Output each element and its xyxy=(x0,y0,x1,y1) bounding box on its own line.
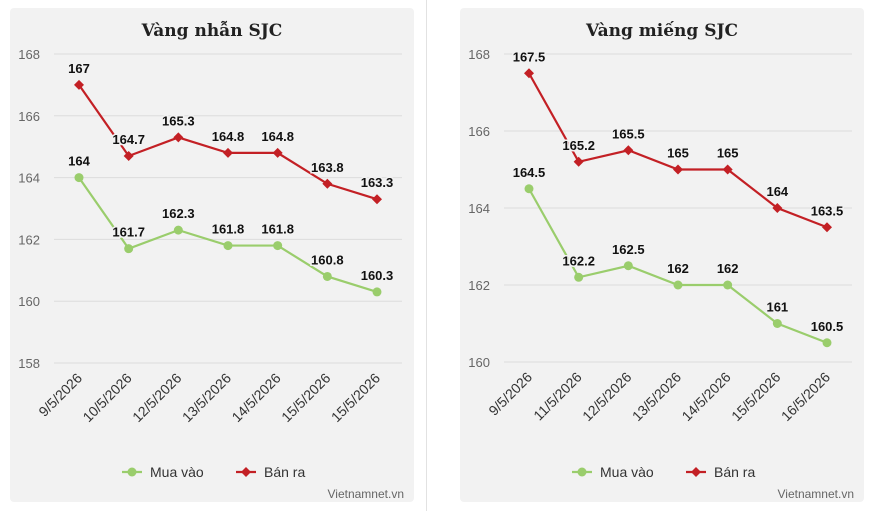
data-point xyxy=(74,79,84,90)
legend-marker xyxy=(241,467,251,477)
data-point xyxy=(322,178,333,189)
legend-marker xyxy=(691,467,701,477)
data-label: 164 xyxy=(68,154,90,169)
x-tick-label: 9/5/2026 xyxy=(35,370,85,420)
data-label: 160.3 xyxy=(361,268,394,283)
y-tick-label: 168 xyxy=(18,47,40,62)
x-tick-label: 13/5/2026 xyxy=(629,369,685,425)
data-label: 163.8 xyxy=(311,160,344,175)
data-point xyxy=(74,173,84,183)
legend-marker xyxy=(577,467,587,477)
data-label: 162 xyxy=(717,261,739,276)
data-point xyxy=(723,280,733,290)
data-label: 162.2 xyxy=(562,253,595,268)
x-tick-label: 16/5/2026 xyxy=(778,369,834,425)
data-label: 162 xyxy=(667,261,689,276)
x-tick-label: 11/5/2026 xyxy=(530,369,585,424)
data-point xyxy=(722,164,733,175)
data-point xyxy=(623,145,634,156)
y-tick-label: 162 xyxy=(18,232,40,247)
data-label: 161.8 xyxy=(261,222,294,237)
source-credit: Vietnamnet.vn xyxy=(778,487,855,501)
data-label: 160.5 xyxy=(811,319,844,334)
legend-label: Bán ra xyxy=(714,464,755,480)
legend-label: Mua vào xyxy=(150,464,204,480)
data-label: 162.5 xyxy=(612,242,645,257)
panel-divider xyxy=(426,0,427,511)
x-tick-label: 14/5/2026 xyxy=(678,369,734,425)
data-label: 164.7 xyxy=(112,132,145,147)
y-tick-label: 164 xyxy=(18,171,40,186)
y-tick-label: 166 xyxy=(18,109,40,124)
x-tick-label: 15/5/2026 xyxy=(278,370,334,426)
x-tick-label: 10/5/2026 xyxy=(79,370,135,426)
chart-title: Vàng nhẫn SJC xyxy=(141,21,283,41)
data-point xyxy=(574,272,584,282)
y-tick-label: 168 xyxy=(468,47,490,62)
data-point xyxy=(573,156,584,167)
x-tick-label: 13/5/2026 xyxy=(179,370,235,426)
data-label: 165.2 xyxy=(562,138,595,153)
y-tick-label: 162 xyxy=(468,278,490,293)
data-point xyxy=(372,194,382,205)
data-point xyxy=(822,222,832,233)
x-tick-label: 15/5/2026 xyxy=(728,369,784,425)
data-point xyxy=(173,225,183,235)
data-point xyxy=(524,68,534,79)
data-point xyxy=(772,319,782,328)
chart-vang-nhan: Vàng nhẫn SJC1581601621641661689/5/20261… xyxy=(18,21,405,501)
y-tick-label: 160 xyxy=(468,355,490,370)
data-label: 167 xyxy=(68,61,90,76)
y-tick-label: 158 xyxy=(18,356,40,371)
data-point xyxy=(223,241,233,251)
data-point xyxy=(124,244,134,254)
x-tick-label: 12/5/2026 xyxy=(579,369,635,425)
y-tick-label: 164 xyxy=(468,201,490,216)
data-label: 164.5 xyxy=(513,165,546,180)
data-point xyxy=(372,287,382,297)
x-tick-label: 14/5/2026 xyxy=(228,370,284,426)
data-label: 163.3 xyxy=(361,175,394,190)
data-point xyxy=(772,203,783,213)
data-label: 165.3 xyxy=(162,113,195,128)
legend-label: Bán ra xyxy=(264,464,305,480)
data-label: 164.8 xyxy=(261,129,294,144)
data-point xyxy=(173,132,184,143)
data-point xyxy=(822,338,832,348)
data-label: 165 xyxy=(667,146,689,161)
chart-vang-mieng: Vàng miếng SJC 160 162 164 166 168 9/5/202611/… xyxy=(468,21,855,501)
data-label: 167.5 xyxy=(513,49,546,64)
data-point xyxy=(322,271,332,281)
data-label: 164.8 xyxy=(212,129,245,144)
legend-marker xyxy=(127,467,137,477)
data-label: 162.3 xyxy=(162,206,195,221)
data-point xyxy=(623,261,633,271)
data-point xyxy=(272,147,283,158)
data-label: 165 xyxy=(717,146,739,161)
chart-title: Vàng miếng SJC xyxy=(585,21,738,41)
data-label: 161 xyxy=(766,300,788,315)
chart-panel-vang-nhan: Vàng nhẫn SJC 158 160 162 164 166 168 9/5/2026 1… xyxy=(10,8,414,502)
chart-panel-vang-mieng: Vàng miếng SJC 160 162 164 166 168 9/5/2026 11/… xyxy=(460,8,864,502)
data-label: 161.8 xyxy=(212,222,245,237)
x-tick-label: 9/5/2026 xyxy=(485,369,535,419)
data-point xyxy=(524,184,534,194)
y-tick-label: 166 xyxy=(468,124,490,139)
y-tick-label: 160 xyxy=(18,294,40,309)
x-tick-label: 12/5/2026 xyxy=(129,370,185,426)
x-tick-label: 15/5/2026 xyxy=(328,370,384,426)
data-point xyxy=(673,164,683,175)
data-label: 163.5 xyxy=(811,203,844,218)
data-label: 161.7 xyxy=(112,225,145,240)
data-point xyxy=(273,241,283,251)
source-credit: Vietnamnet.vn xyxy=(328,487,405,501)
data-point xyxy=(673,280,683,290)
data-point xyxy=(123,150,134,161)
data-label: 165.5 xyxy=(612,126,645,141)
data-label: 160.8 xyxy=(311,252,344,267)
legend-label: Mua vào xyxy=(600,464,654,480)
data-label: 164 xyxy=(766,184,788,199)
data-point xyxy=(223,147,233,158)
